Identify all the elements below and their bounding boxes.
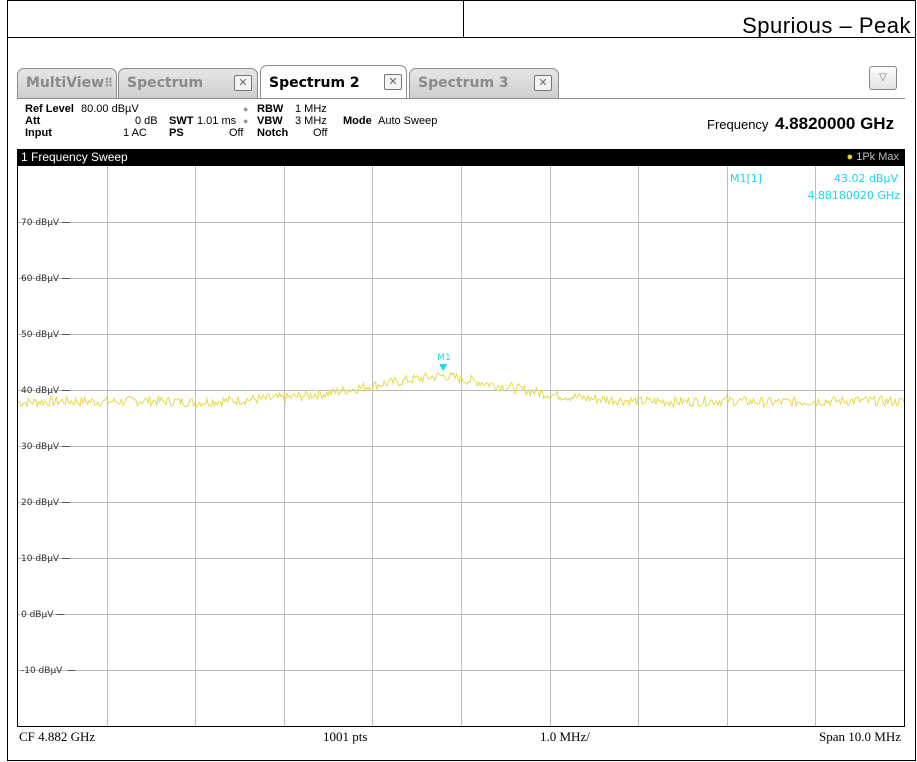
marker-layer: M1 M1[1] 43.02 dBµV 4.88180020 GHz bbox=[437, 172, 900, 372]
tab-spectrum[interactable]: Spectrum ✕ bbox=[118, 68, 258, 98]
y-tick-label: 70 dBµV bbox=[21, 218, 60, 228]
vbw-label: VBW bbox=[257, 115, 283, 127]
y-axis-labels: 70 dBµV 60 dBµV 50 dBµV 40 dBµV 30 dBµV 20 dB… bbox=[21, 218, 76, 676]
vbw-value: 3 MHz bbox=[295, 115, 327, 127]
table-divider bbox=[463, 1, 464, 37]
document-heading: Spurious – Peak bbox=[742, 13, 911, 38]
sweep-points: 1001 pts bbox=[323, 729, 368, 744]
y-tick-label: -10 dBµV bbox=[21, 666, 63, 676]
trace bbox=[18, 371, 904, 409]
tab-label: Spectrum 2 bbox=[269, 75, 360, 91]
close-icon[interactable]: ✕ bbox=[234, 75, 252, 91]
plot-footer: CF 4.882 GHz 1001 pts 1.0 MHz/ Span 10.0… bbox=[17, 727, 905, 747]
span: Span 10.0 MHz bbox=[819, 729, 901, 744]
tab-label: Spectrum bbox=[127, 75, 204, 91]
chevron-down-icon: ▽ bbox=[879, 72, 887, 83]
notch-label: Notch bbox=[257, 127, 289, 139]
y-tick-label: 50 dBµV bbox=[21, 330, 60, 340]
spectrum-analyzer-screen: MultiView ⠿ Spectrum ✕ Spectrum 2 ✕ Spec… bbox=[17, 58, 905, 748]
ps-value: Off bbox=[229, 127, 244, 139]
mode-label: Mode bbox=[343, 115, 372, 127]
trace-dot-icon: ● bbox=[846, 151, 857, 163]
grid bbox=[18, 166, 904, 726]
ref-level-value: 80.00 dBµV bbox=[81, 103, 139, 115]
spectrum-chart: 70 dBµV 60 dBµV 50 dBµV 40 dBµV 30 dBµV 20 dB… bbox=[18, 166, 904, 726]
y-tick-label: 60 dBµV bbox=[21, 274, 60, 284]
tab-label: MultiView bbox=[26, 75, 105, 91]
rbw-value: 1 MHz bbox=[295, 103, 327, 115]
notch-value: Off bbox=[313, 127, 328, 139]
layout-dropdown-button[interactable]: ▽ bbox=[869, 66, 897, 90]
frequency-label: Frequency bbox=[707, 117, 769, 132]
rbw-label: RBW bbox=[257, 103, 284, 115]
center-frequency: CF 4.882 GHz bbox=[19, 729, 96, 744]
x-division: 1.0 MHz/ bbox=[540, 729, 590, 744]
window-title: 1 Frequency Sweep bbox=[21, 150, 128, 164]
trace-label: 1Pk Max bbox=[856, 151, 899, 163]
y-tick-label: 10 dBµV bbox=[21, 554, 60, 564]
att-label: Att bbox=[25, 115, 41, 127]
window-title-bar: 1 Frequency Sweep ● 1Pk Max bbox=[17, 149, 905, 165]
document-table: Spurious – Peak bbox=[7, 0, 916, 761]
ref-level-label: Ref Level bbox=[25, 103, 74, 115]
input-label: Input bbox=[25, 127, 52, 139]
y-tick-label: 0 dBµV bbox=[21, 610, 54, 620]
marker-m1-label: M1 bbox=[437, 353, 451, 363]
att-value: 0 dB bbox=[135, 115, 158, 127]
y-tick-label: 20 dBµV bbox=[21, 498, 60, 508]
tab-label: Spectrum 3 bbox=[418, 75, 509, 91]
swt-value: 1.01 ms bbox=[197, 115, 237, 127]
coupling-dot-icon: ● bbox=[243, 104, 249, 114]
spectrum-plot[interactable]: 70 dBµV 60 dBµV 50 dBµV 40 dBµV 30 dBµV 20 dB… bbox=[17, 165, 905, 727]
y-tick-label: 40 dBµV bbox=[21, 386, 60, 396]
tab-spectrum-2[interactable]: Spectrum 2 ✕ bbox=[260, 65, 407, 99]
marker-readout-frequency: 4.88180020 GHz bbox=[807, 189, 900, 202]
mode-value: Auto Sweep bbox=[378, 115, 438, 127]
marker-readout-name: M1[1] bbox=[730, 172, 762, 185]
marker-readout-level: 43.02 dBµV bbox=[834, 172, 899, 185]
tab-multiview[interactable]: MultiView ⠿ bbox=[17, 68, 117, 98]
close-icon[interactable]: ✕ bbox=[534, 75, 552, 91]
trace-indicator: ● 1Pk Max bbox=[847, 149, 900, 165]
tab-bar: MultiView ⠿ Spectrum ✕ Spectrum 2 ✕ Spec… bbox=[17, 58, 905, 101]
marker-m1-triangle bbox=[439, 364, 448, 372]
input-value: 1 AC bbox=[123, 127, 147, 139]
measurement-settings: Ref Level 80.00 dBµV Att 0 dB Input 1 AC… bbox=[17, 101, 905, 147]
y-tick-label: 30 dBµV bbox=[21, 442, 60, 452]
tab-bar-rule bbox=[17, 98, 905, 99]
coupling-dot-icon: ● bbox=[243, 116, 249, 126]
close-icon[interactable]: ✕ bbox=[384, 74, 402, 90]
grip-icon: ⠿ bbox=[104, 76, 114, 90]
frequency-value[interactable]: 4.8820000 GHz bbox=[775, 114, 895, 133]
ps-label: PS bbox=[169, 127, 184, 139]
trace-1-line bbox=[18, 371, 904, 409]
tab-spectrum-3[interactable]: Spectrum 3 ✕ bbox=[409, 68, 559, 98]
table-divider bbox=[8, 37, 915, 38]
swt-label: SWT bbox=[169, 115, 194, 127]
